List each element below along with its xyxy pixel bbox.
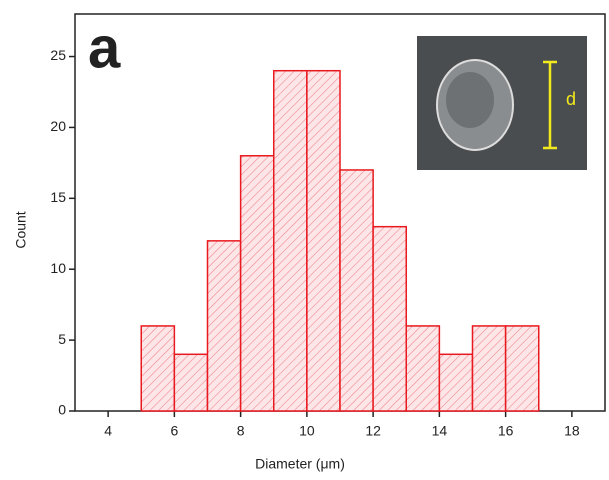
y-axis-title: Count [13, 211, 29, 248]
x-tick-label: 16 [498, 423, 514, 439]
x-axis-title: Diameter (μm) [255, 456, 345, 472]
y-tick-label: 20 [50, 118, 66, 134]
y-tick-label: 5 [58, 331, 66, 347]
bar [405, 325, 441, 412]
x-tick-label: 10 [299, 423, 315, 439]
y-tick-label: 15 [50, 189, 66, 205]
bar [306, 69, 341, 412]
x-tick-label: 18 [564, 423, 580, 439]
bar [173, 353, 209, 412]
panel-label: a [88, 15, 121, 80]
y-tick-label: 25 [50, 47, 66, 63]
bar [471, 325, 507, 412]
bar [239, 155, 275, 412]
y-tick-label: 0 [58, 402, 66, 418]
bar [273, 69, 308, 412]
x-tick-label: 12 [365, 423, 381, 439]
x-tick-label: 6 [170, 423, 178, 439]
bar [372, 225, 407, 412]
inset-label: d [566, 89, 576, 109]
bar [504, 325, 540, 412]
bar [339, 169, 374, 412]
bar [140, 325, 176, 412]
bar [438, 353, 474, 412]
x-tick-label: 4 [104, 423, 112, 439]
y-tick-label: 10 [50, 260, 66, 276]
x-tick-label: 8 [237, 423, 245, 439]
inset-image [417, 36, 587, 170]
x-tick-label: 14 [432, 423, 448, 439]
bar [206, 240, 242, 412]
